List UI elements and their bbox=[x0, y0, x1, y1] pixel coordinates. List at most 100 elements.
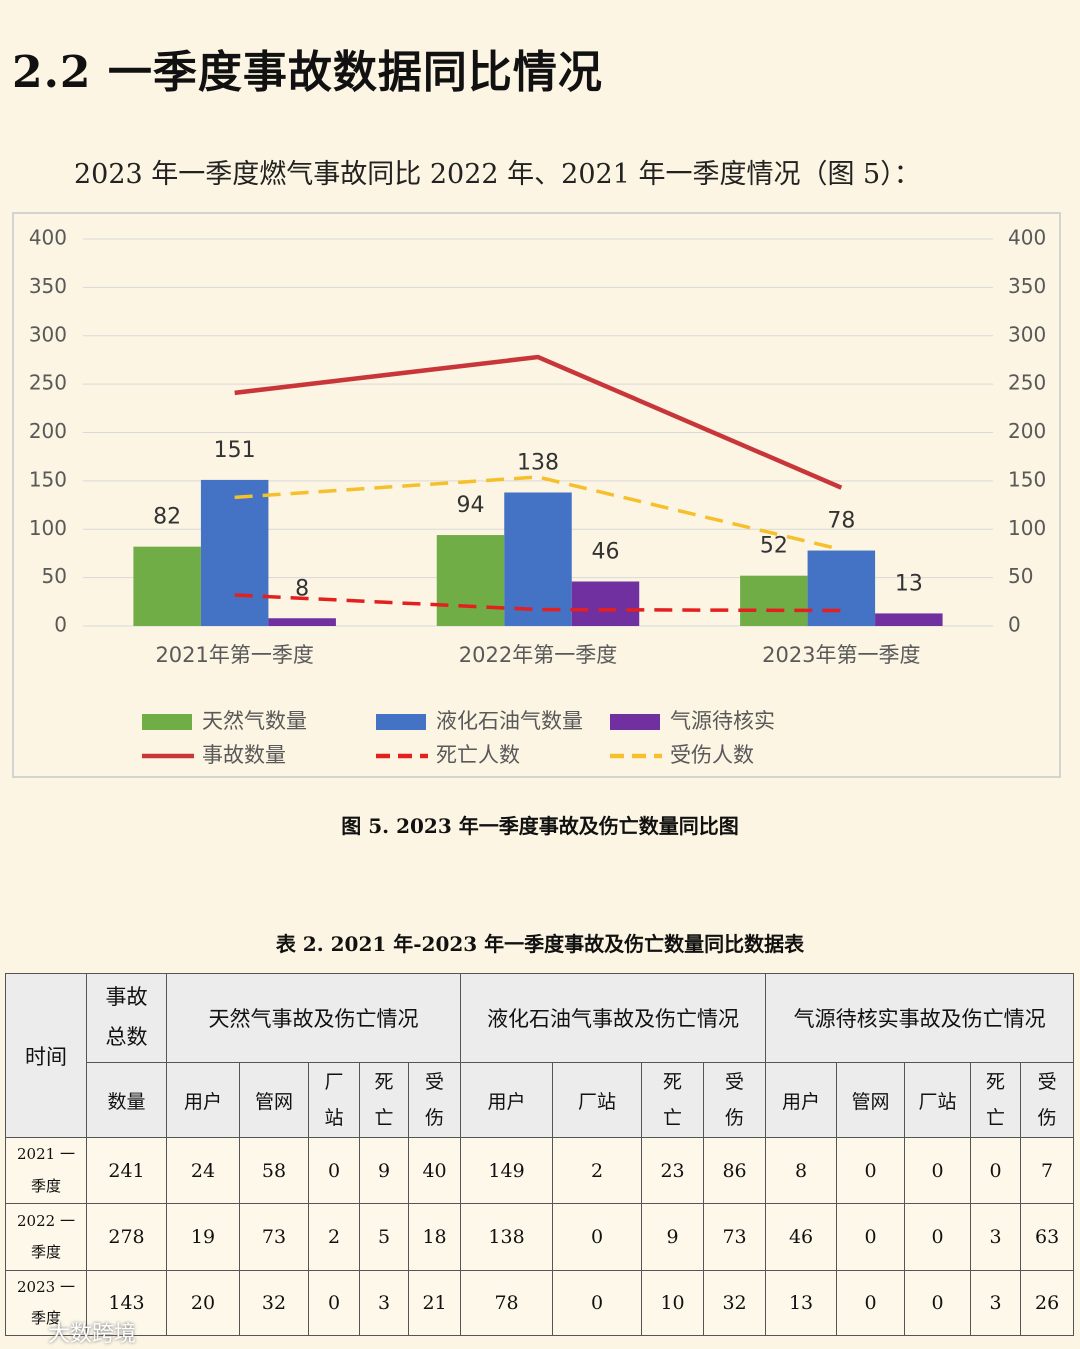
y2-tick-label: 200 bbox=[1008, 419, 1046, 443]
header-cell: 天然气事故及伤亡情况 bbox=[165, 973, 462, 1063]
subheader-cell: 用户 bbox=[460, 1062, 554, 1138]
table-cell: 10 bbox=[641, 1270, 705, 1336]
subheader-cell: 厂站 bbox=[552, 1062, 643, 1138]
legend-label: 受伤人数 bbox=[670, 743, 754, 767]
data-label: 52 bbox=[760, 534, 788, 559]
table-cell: 3 bbox=[970, 1270, 1022, 1336]
chart-frame bbox=[12, 212, 1061, 778]
data-label: 78 bbox=[827, 509, 855, 534]
subheader-cell-text: 厂站 bbox=[324, 1070, 344, 1129]
table-cell: 3 bbox=[359, 1270, 409, 1336]
bar bbox=[740, 575, 808, 626]
table-cell: 0 bbox=[904, 1203, 972, 1271]
y-tick-label: 300 bbox=[29, 322, 67, 346]
table-cell: 18 bbox=[407, 1203, 462, 1271]
header-cell-text: 事故总数 bbox=[105, 985, 148, 1049]
table-cell: 26 bbox=[1020, 1270, 1075, 1336]
y-tick-label: 150 bbox=[29, 467, 67, 491]
subheader-cell-text: 死亡 bbox=[663, 1070, 683, 1129]
bar bbox=[268, 618, 336, 626]
table-cell: 278 bbox=[86, 1203, 167, 1271]
table-cell: 3 bbox=[970, 1203, 1022, 1271]
legend-label: 死亡人数 bbox=[436, 743, 520, 767]
bar bbox=[200, 479, 269, 626]
watermark: 大数跨境 bbox=[48, 1322, 137, 1347]
table-cell: 7 bbox=[1020, 1137, 1075, 1204]
data-label: 82 bbox=[153, 505, 181, 530]
row-label: 2021 一季度 bbox=[5, 1137, 87, 1204]
data-label: 94 bbox=[457, 493, 485, 518]
bar bbox=[571, 581, 640, 626]
y-tick-label: 0 bbox=[54, 613, 67, 637]
y2-tick-label: 400 bbox=[1008, 226, 1046, 250]
subheader-cell: 用户 bbox=[765, 1062, 838, 1138]
subheader-cell: 管网 bbox=[836, 1062, 906, 1138]
bar bbox=[504, 492, 572, 626]
table-cell: 73 bbox=[239, 1203, 309, 1271]
table-cell: 0 bbox=[308, 1137, 360, 1204]
subheader-cell: 厂站 bbox=[308, 1062, 360, 1138]
data-label: 13 bbox=[895, 571, 923, 596]
y2-tick-label: 300 bbox=[1008, 322, 1046, 346]
data-label: 8 bbox=[295, 576, 309, 601]
table-cell: 138 bbox=[460, 1203, 554, 1271]
chart: 0 50 100 150 200 250 300 350 400 0 50 100 150 200 250 3… bbox=[29, 226, 1046, 768]
legend-swatch bbox=[142, 714, 192, 730]
subheader-cell: 受伤 bbox=[703, 1062, 767, 1138]
table-cell: 241 bbox=[86, 1137, 167, 1204]
table-cell: 0 bbox=[552, 1270, 643, 1336]
table-cell: 149 bbox=[460, 1137, 554, 1204]
subheader-cell: 受伤 bbox=[407, 1062, 462, 1138]
legend-label: 事故数量 bbox=[202, 743, 286, 767]
table-cell: 143 bbox=[86, 1270, 167, 1336]
table-cell: 63 bbox=[1020, 1203, 1075, 1271]
y-tick-label: 250 bbox=[29, 371, 67, 395]
subheader-cell: 用户 bbox=[166, 1062, 240, 1138]
table-cell: 58 bbox=[239, 1137, 309, 1204]
header-cell: 事故总数 bbox=[86, 973, 167, 1063]
subheader-cell-text: 受伤 bbox=[1037, 1070, 1057, 1129]
header-cell: 液化石油气事故及伤亡情况 bbox=[460, 973, 767, 1063]
table-cell: 20 bbox=[166, 1270, 240, 1336]
y2-tick-label: 350 bbox=[1008, 274, 1046, 298]
line-series bbox=[234, 593, 842, 613]
table-cell: 73 bbox=[703, 1203, 767, 1271]
y2-tick-label: 250 bbox=[1008, 371, 1046, 395]
subheader-cell-text: 受伤 bbox=[425, 1070, 445, 1129]
subheader-cell: 管网 bbox=[239, 1062, 309, 1138]
table-cell: 2 bbox=[308, 1203, 360, 1271]
row-label-text: 2021 一季度 bbox=[17, 1145, 75, 1195]
data-label: 46 bbox=[592, 539, 620, 564]
table-cell: 78 bbox=[460, 1270, 554, 1336]
subheader-cell: 死亡 bbox=[641, 1062, 705, 1138]
y2-tick-label: 0 bbox=[1008, 613, 1021, 637]
table-cell: 0 bbox=[552, 1203, 643, 1271]
row-label: 2022 一季度 bbox=[5, 1203, 87, 1271]
table-cell: 0 bbox=[970, 1137, 1022, 1204]
bar bbox=[133, 546, 201, 626]
data-table: 时间 事故总数 天然气事故及伤亡情况 液化石油气事故及伤亡情况 气源待核实事故及伤亡情况… bbox=[5, 973, 1075, 1336]
table-cell: 46 bbox=[765, 1203, 838, 1271]
subheader-cell: 数量 bbox=[86, 1062, 167, 1138]
row-label-text: 2023 一季度 bbox=[17, 1277, 75, 1328]
y-tick-label: 50 bbox=[42, 564, 67, 588]
header-cell: 气源待核实事故及伤亡情况 bbox=[765, 973, 1075, 1063]
y-tick-label: 100 bbox=[29, 516, 67, 540]
bar bbox=[436, 535, 505, 626]
row-label: 2023 一季度 bbox=[5, 1270, 87, 1336]
y2-tick-label: 100 bbox=[1008, 516, 1046, 540]
row-label-text: 2022 一季度 bbox=[17, 1211, 75, 1262]
table-cell: 0 bbox=[836, 1270, 906, 1336]
y2-tick-label: 150 bbox=[1008, 467, 1046, 491]
y-tick-label: 400 bbox=[29, 226, 67, 250]
subheader-cell: 厂站 bbox=[904, 1062, 972, 1138]
legend-swatch bbox=[610, 714, 660, 730]
table-cell: 8 bbox=[765, 1137, 838, 1204]
table-cell: 21 bbox=[407, 1270, 462, 1336]
intro: 2023 年一季度燃气事故同比 2022 年、2021 年一季度情况（图 5）： bbox=[74, 159, 921, 190]
subheader-cell-text: 受伤 bbox=[725, 1070, 745, 1129]
table-cell: 0 bbox=[904, 1137, 972, 1204]
table-cell: 9 bbox=[359, 1137, 409, 1204]
table-cell: 9 bbox=[641, 1203, 705, 1271]
